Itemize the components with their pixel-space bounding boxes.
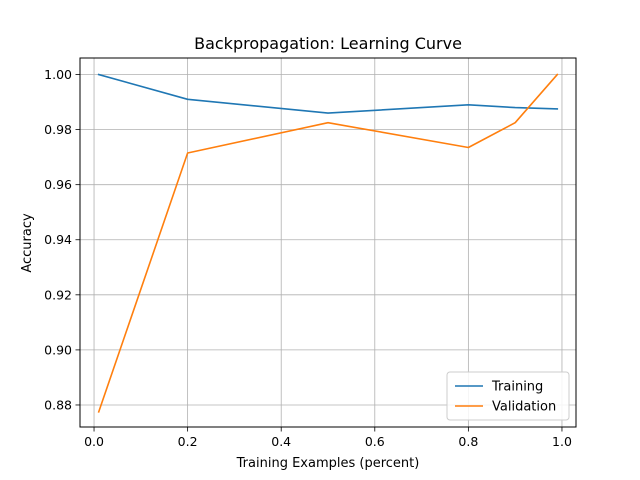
legend-label-validation: Validation (492, 400, 556, 415)
grid (80, 58, 576, 427)
y-tick-label: 0.90 (44, 342, 72, 357)
y-tick-label: 0.98 (44, 122, 72, 137)
series-line-training (97, 73, 559, 114)
plot-frame (79, 57, 577, 428)
y-tick-label: 1.00 (44, 67, 72, 82)
x-tick-label: 0.4 (271, 434, 291, 449)
legend-box (446, 371, 570, 421)
x-tick-label: 0.0 (84, 434, 104, 449)
legend: Training Validation (446, 371, 570, 421)
y-axis-label: Accuracy (20, 213, 35, 273)
x-tick-label: 0.6 (365, 434, 385, 449)
y-tick-label: 0.96 (44, 177, 72, 192)
series-line-validation (97, 73, 559, 413)
x-axis-label: Training Examples (percent) (236, 456, 420, 471)
x-tick-label: 0.2 (178, 434, 198, 449)
y-tick-label: 0.94 (44, 232, 72, 247)
legend-label-training: Training (491, 380, 543, 395)
y-tick-label: 0.92 (44, 287, 72, 302)
series-lines (97, 73, 559, 413)
y-tick-label: 0.88 (44, 397, 72, 412)
axis-ticks: 0.0 0.2 0.4 0.6 0.8 1.0 0.88 0.90 0.92 0.94 0.96 0.… (44, 67, 572, 449)
chart-title: Backpropagation: Learning Curve (194, 34, 462, 53)
x-tick-label: 0.8 (458, 434, 478, 449)
x-tick-label: 1.0 (552, 434, 572, 449)
